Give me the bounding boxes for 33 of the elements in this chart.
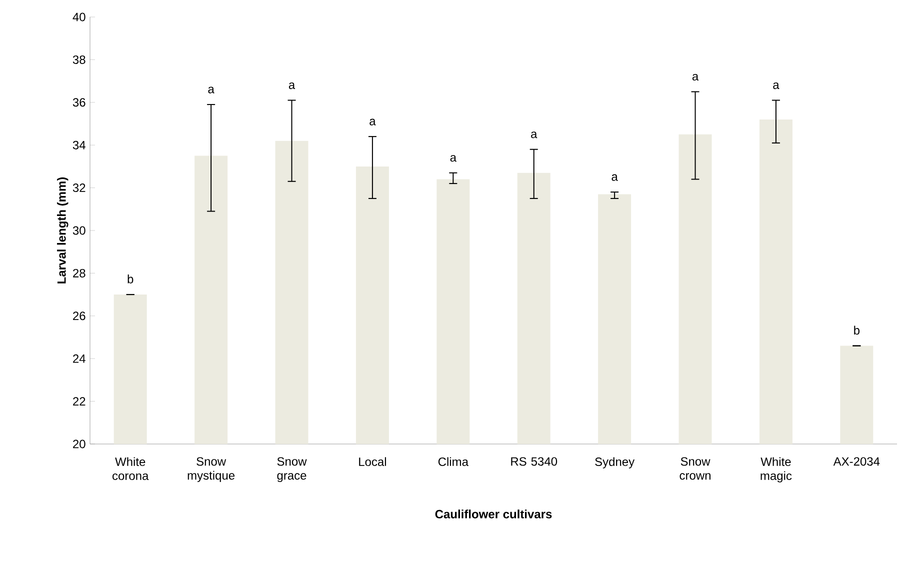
annotation: b — [128, 274, 134, 284]
annotation: a — [288, 82, 296, 90]
x-tick-label: White corona — [112, 457, 149, 480]
y-tick-label: 26 — [73, 312, 86, 320]
x-tick-label: AX-2034 — [833, 457, 880, 466]
x-axis-title: Cauliflower cultivars — [435, 510, 552, 518]
y-tick-label: 40 — [72, 12, 86, 22]
annotation: a — [692, 74, 699, 81]
x-tick-label: Snow mystique — [188, 457, 235, 482]
annotation: a — [773, 82, 780, 90]
y-tick-label: 24 — [73, 354, 86, 363]
y-tick-label: 20 — [73, 440, 86, 448]
annotation: a — [450, 155, 456, 162]
y-tick-label: 34 — [72, 140, 86, 150]
annotation: a — [531, 132, 538, 138]
x-tick-label: Local — [359, 457, 386, 466]
annotation: a — [370, 118, 376, 126]
y-tick-label: 36 — [72, 98, 86, 107]
y-tick-label: 32 — [72, 184, 86, 192]
x-tick-label: RS 5340 — [511, 457, 558, 466]
x-tick-label: Clima — [438, 457, 468, 466]
annotation: a — [612, 174, 618, 181]
y-tick-label: 22 — [73, 397, 86, 406]
y-axis-title: Larval length (mm) — [57, 177, 68, 284]
x-tick-label: White magic — [760, 457, 792, 482]
x-tick-label: Sydney — [595, 457, 635, 468]
x-tick-label: Snow grace — [277, 457, 307, 482]
y-tick-label: 38 — [72, 55, 86, 64]
y-tick-label: 28 — [73, 268, 86, 278]
y-tick-label: 30 — [72, 226, 86, 235]
annotation: b — [854, 326, 860, 335]
annotation: a — [208, 86, 214, 94]
x-tick-label: Snow crown — [680, 457, 710, 480]
